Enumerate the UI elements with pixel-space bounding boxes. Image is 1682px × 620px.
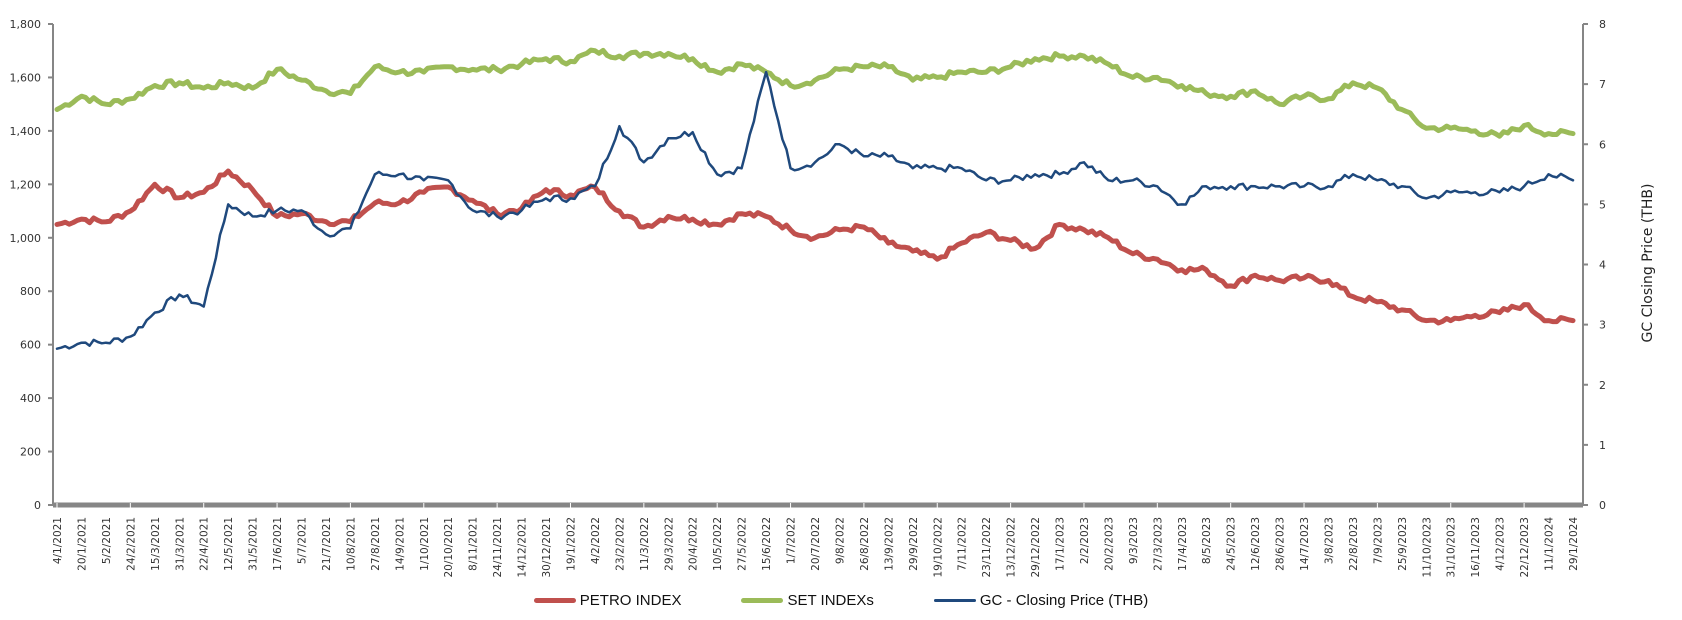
series-line-set-indexs bbox=[54, 47, 1576, 139]
x-tick-label: 12/5/2021 bbox=[223, 517, 235, 571]
y-tick-label: 200 bbox=[20, 446, 41, 459]
x-tick-label: 2/2/2023 bbox=[1079, 517, 1091, 564]
x-tick-label: 17/6/2021 bbox=[272, 517, 284, 571]
y2-tick-label: 5 bbox=[1599, 198, 1606, 211]
x-tick-label: 21/7/2021 bbox=[321, 517, 333, 571]
series-line-gc-closing-price-thb- bbox=[55, 70, 1575, 350]
x-tick-label: 5/2/2021 bbox=[101, 517, 113, 564]
x-tick-label: 30/12/2021 bbox=[541, 517, 553, 578]
x-tick-label: 4/1/2021 bbox=[52, 517, 64, 564]
x-tick-label: 10/5/2022 bbox=[712, 517, 724, 571]
x-tick-label: 3/8/2023 bbox=[1323, 517, 1335, 564]
x-tick-label: 29/12/2022 bbox=[1030, 517, 1042, 578]
x-tick-label: 9/8/2022 bbox=[834, 517, 846, 564]
legend-swatch-set bbox=[741, 598, 784, 603]
y-tick-label: 0 bbox=[34, 499, 41, 512]
x-tick-label: 19/1/2022 bbox=[565, 517, 577, 571]
x-tick-label: 7/9/2023 bbox=[1372, 517, 1384, 564]
x-tick-label: 22/4/2021 bbox=[199, 517, 211, 571]
x-tick-label: 9/3/2023 bbox=[1128, 517, 1140, 564]
y2-tick-label: 1 bbox=[1599, 439, 1606, 452]
x-tick-label: 24/11/2021 bbox=[492, 517, 504, 578]
x-tick-label: 20/1/2021 bbox=[76, 517, 88, 571]
y-tick-label: 800 bbox=[20, 285, 41, 298]
x-tick-label: 29/1/2024 bbox=[1568, 517, 1580, 571]
x-tick-label: 15/3/2021 bbox=[150, 517, 162, 571]
y2-tick-label: 0 bbox=[1599, 499, 1606, 512]
y2-tick-label: 3 bbox=[1599, 319, 1606, 332]
x-tick-label: 1/10/2021 bbox=[419, 517, 431, 571]
x-tick-label: 24/2/2021 bbox=[125, 517, 137, 571]
legend-swatch-gc bbox=[933, 599, 976, 602]
x-tick-label: 14/9/2021 bbox=[394, 517, 406, 571]
right-axis-title: GC Closing Price (THB) bbox=[1640, 183, 1656, 343]
x-tick-label: 20/7/2022 bbox=[810, 517, 822, 571]
x-tick-label: 20/2/2023 bbox=[1103, 517, 1115, 571]
x-tick-label: 28/6/2023 bbox=[1275, 517, 1287, 571]
x-tick-label: 22/12/2023 bbox=[1519, 517, 1531, 578]
legend-item-petro: PETRO INDEX bbox=[533, 592, 682, 609]
x-tick-label: 4/2/2022 bbox=[590, 517, 602, 564]
x-tick-label: 12/6/2023 bbox=[1250, 517, 1262, 571]
x-tick-label: 23/2/2022 bbox=[614, 517, 626, 571]
x-tick-label: 20/10/2021 bbox=[443, 517, 455, 578]
x-tick-label: 11/1/2024 bbox=[1544, 517, 1556, 571]
x-tick-label: 7/11/2022 bbox=[957, 517, 969, 571]
x-tick-label: 10/8/2021 bbox=[345, 517, 357, 571]
x-tick-label: 23/11/2022 bbox=[981, 517, 993, 578]
x-tick-label: 13/9/2022 bbox=[883, 517, 895, 571]
legend-item-gc: GC - Closing Price (THB) bbox=[933, 592, 1149, 609]
x-tick-label: 17/4/2023 bbox=[1177, 517, 1189, 571]
x-tick-label: 31/3/2021 bbox=[174, 517, 186, 571]
x-tick-label: 24/5/2023 bbox=[1226, 517, 1238, 571]
x-tick-label: 27/8/2021 bbox=[370, 517, 382, 571]
chart-legend: PETRO INDEX SET INDEXs GC - Closing Pric… bbox=[0, 592, 1682, 609]
x-tick-label: 13/12/2022 bbox=[1006, 517, 1018, 578]
plot-area: 0 200 400 600 800 1,000 1,200 1,400 1,600 1,800 0 1… bbox=[10, 18, 1607, 578]
y-tick-label: 1,200 bbox=[10, 178, 42, 191]
x-tick-label: 14/7/2023 bbox=[1299, 517, 1311, 571]
y2-tick-label: 7 bbox=[1599, 78, 1606, 91]
x-tick-label: 19/10/2022 bbox=[932, 517, 944, 578]
x-tick-label: 25/9/2023 bbox=[1397, 517, 1409, 571]
x-tick-label: 8/11/2021 bbox=[468, 517, 480, 571]
y2-tick-label: 8 bbox=[1599, 18, 1606, 31]
x-tick-label: 29/9/2022 bbox=[908, 517, 920, 571]
x-tick-label: 14/12/2021 bbox=[517, 517, 529, 578]
x-tick-label: 8/5/2023 bbox=[1201, 517, 1213, 564]
x-tick-label: 11/10/2023 bbox=[1421, 517, 1433, 578]
x-tick-label: 17/1/2023 bbox=[1055, 517, 1067, 571]
legend-label-gc: GC - Closing Price (THB) bbox=[979, 592, 1149, 609]
x-tick-label: 1/7/2022 bbox=[786, 517, 798, 564]
x-tick-label: 22/8/2023 bbox=[1348, 517, 1360, 571]
legend-item-set: SET INDEXs bbox=[741, 592, 874, 609]
y2-tick-label: 4 bbox=[1599, 259, 1606, 272]
y2-tick-label: 6 bbox=[1599, 138, 1606, 151]
y-tick-label: 1,400 bbox=[10, 125, 42, 138]
y-tick-label: 1,600 bbox=[10, 71, 42, 84]
y-tick-label: 600 bbox=[20, 339, 41, 352]
x-tick-label: 27/5/2022 bbox=[737, 517, 749, 571]
x-tick-label: 4/12/2023 bbox=[1495, 517, 1507, 571]
x-tick-label: 20/4/2022 bbox=[688, 517, 700, 571]
x-tick-label: 11/3/2022 bbox=[639, 517, 651, 571]
legend-label-set: SET INDEXs bbox=[787, 592, 874, 609]
x-tick-label: 31/5/2021 bbox=[248, 517, 260, 571]
x-tick-label: 31/10/2023 bbox=[1446, 517, 1458, 578]
x-tick-label: 27/3/2023 bbox=[1152, 517, 1164, 571]
x-tick-label: 5/7/2021 bbox=[297, 517, 309, 564]
x-tick-label: 16/11/2023 bbox=[1470, 517, 1482, 578]
x-tick-label: 15/6/2022 bbox=[761, 517, 773, 571]
x-tick-label: 26/8/2022 bbox=[859, 517, 871, 571]
y-tick-label: 1,800 bbox=[10, 18, 42, 31]
series-line-petro-index bbox=[54, 168, 1576, 326]
legend-label-petro: PETRO INDEX bbox=[579, 592, 682, 609]
y-tick-label: 1,000 bbox=[10, 232, 42, 245]
y2-tick-label: 2 bbox=[1599, 379, 1606, 392]
legend-swatch-petro bbox=[533, 598, 576, 603]
y-tick-label: 400 bbox=[20, 392, 41, 405]
x-tick-label: 29/3/2022 bbox=[663, 517, 675, 571]
